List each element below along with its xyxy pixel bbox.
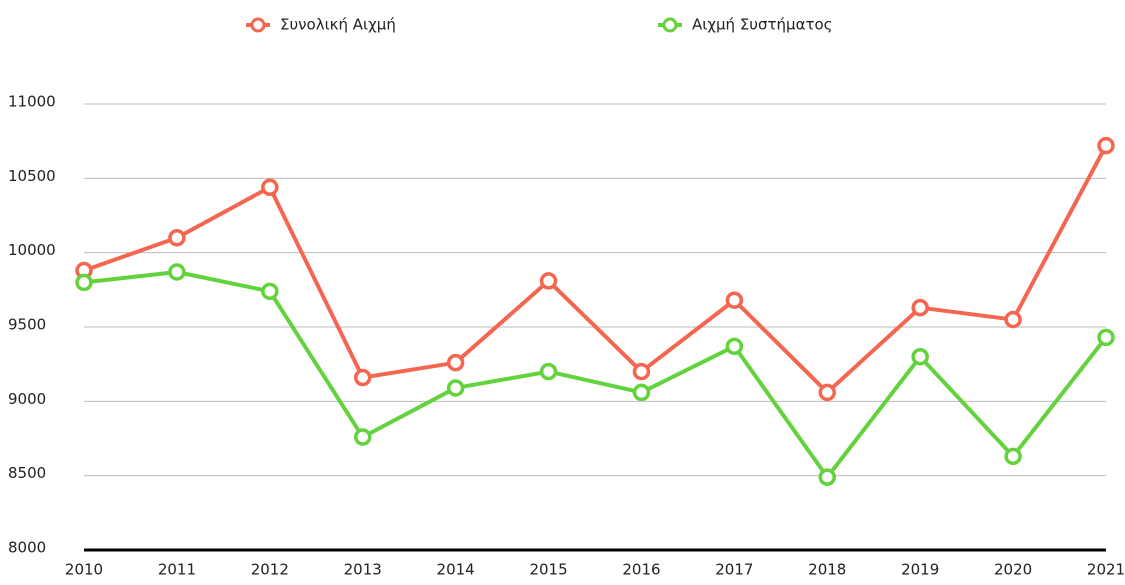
y-tick-label: 9000 bbox=[8, 390, 46, 408]
x-tick-label: 2013 bbox=[344, 561, 382, 579]
point bbox=[168, 263, 186, 281]
point bbox=[539, 362, 558, 381]
x-tick-label: 2018 bbox=[808, 561, 846, 579]
y-tick-label: 10000 bbox=[8, 241, 56, 259]
point bbox=[1097, 136, 1115, 155]
x-tick-label: 2016 bbox=[622, 561, 660, 579]
x-tick-label: 2020 bbox=[994, 561, 1032, 579]
point bbox=[1004, 447, 1022, 466]
point bbox=[75, 273, 93, 292]
x-tick-label: 2021 bbox=[1087, 561, 1125, 579]
point bbox=[539, 272, 558, 290]
x-tick-label: 2015 bbox=[529, 561, 567, 579]
y-tick-label: 10500 bbox=[8, 167, 56, 185]
point bbox=[818, 383, 837, 402]
x-tick-label: 2019 bbox=[901, 561, 939, 579]
point bbox=[261, 178, 279, 197]
point bbox=[725, 291, 744, 309]
y-tick-label: 8000 bbox=[8, 539, 46, 557]
x-tick-label: 2011 bbox=[158, 561, 196, 579]
y-tick-label: 8500 bbox=[8, 464, 46, 482]
legend-label: Αιχμή Συστήματος bbox=[692, 16, 832, 34]
point bbox=[911, 347, 929, 366]
point bbox=[168, 229, 186, 247]
point bbox=[818, 468, 837, 486]
y-tick-label: 11000 bbox=[8, 93, 56, 111]
point bbox=[446, 379, 465, 397]
y-tick-label: 9500 bbox=[8, 316, 46, 334]
x-tick-label: 2017 bbox=[715, 561, 753, 579]
x-tick-label: 2010 bbox=[65, 561, 103, 579]
point bbox=[261, 282, 279, 301]
point bbox=[1097, 328, 1115, 347]
point bbox=[353, 428, 372, 446]
legend-marker bbox=[250, 17, 266, 33]
x-tick-label: 2012 bbox=[251, 561, 289, 579]
point bbox=[446, 353, 465, 372]
point bbox=[1004, 310, 1022, 329]
series-line bbox=[83, 269, 1108, 480]
legend-label: Συνολική Αιχμή bbox=[280, 16, 396, 34]
series-line bbox=[83, 144, 1108, 395]
point bbox=[725, 337, 744, 356]
point bbox=[632, 362, 651, 381]
x-tick-label: 2014 bbox=[437, 561, 475, 579]
point bbox=[632, 383, 651, 402]
point bbox=[911, 298, 929, 317]
legend-marker bbox=[662, 17, 678, 33]
point bbox=[353, 368, 372, 387]
